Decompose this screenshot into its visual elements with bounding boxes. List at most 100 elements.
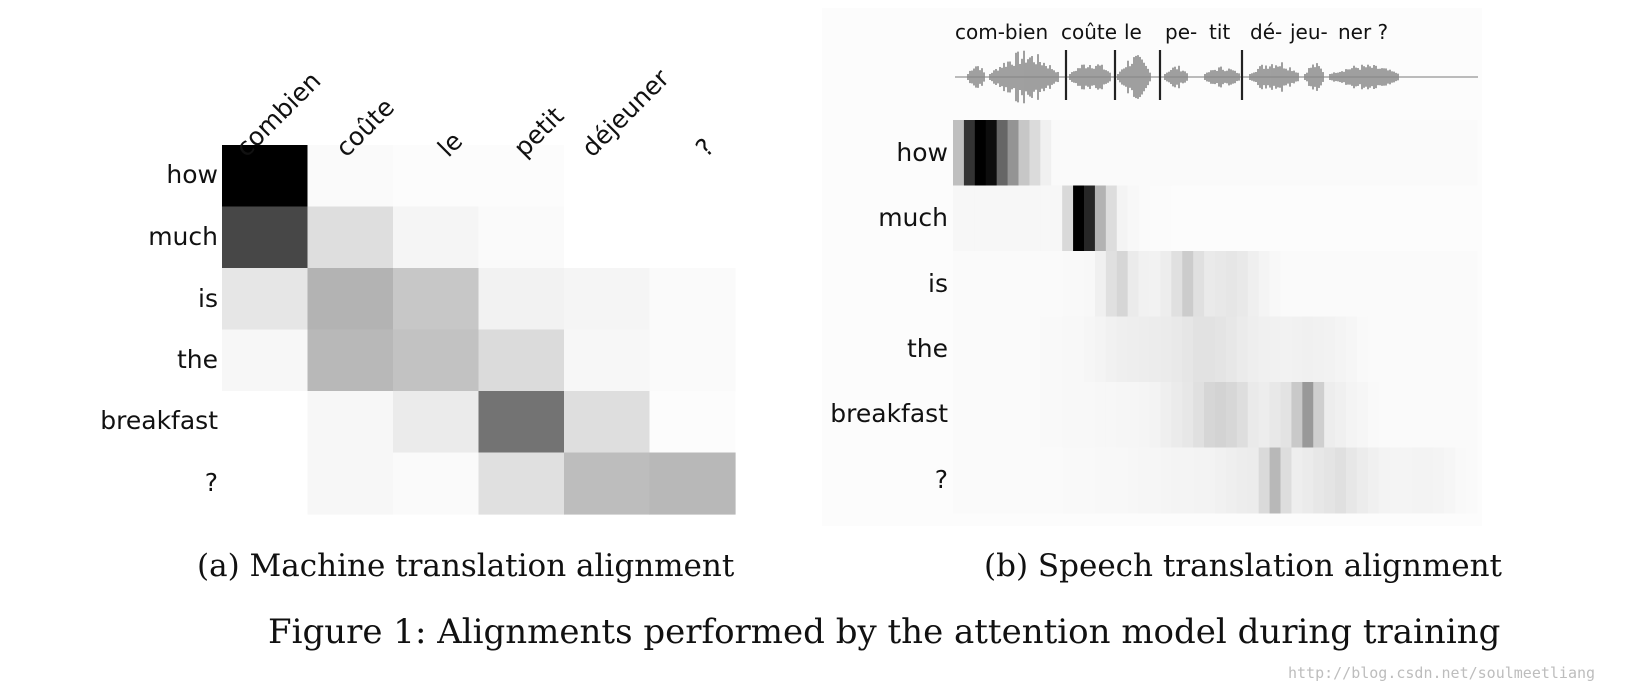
st-cell: [1007, 382, 1019, 448]
st-cell: [1378, 120, 1391, 186]
st-cell: [1313, 316, 1325, 383]
st-cell: [1422, 382, 1434, 448]
st-cell: [1084, 185, 1096, 252]
st-cell: [1127, 251, 1140, 317]
st-cell: [1400, 251, 1412, 317]
st-cell: [1313, 382, 1325, 448]
st-cell: [1204, 185, 1216, 252]
st-cell: [1040, 447, 1052, 514]
mt-cell: [564, 145, 651, 208]
st-cell: [1051, 382, 1063, 448]
st-cell: [1051, 316, 1063, 383]
st-cell: [1313, 185, 1325, 252]
st-cell: [1280, 316, 1292, 383]
st-cell: [1215, 447, 1227, 514]
st-cell: [1258, 251, 1271, 317]
st-cell: [1378, 382, 1391, 448]
st-cell: [1127, 316, 1140, 383]
st-cell: [1367, 120, 1380, 186]
figure-caption: Figure 1: Alignments performed by the at…: [268, 612, 1501, 652]
st-cell: [1466, 185, 1478, 252]
st-cell: [1455, 447, 1467, 514]
st-cell: [1433, 382, 1445, 448]
st-cell: [1018, 251, 1030, 317]
st-cell: [1411, 382, 1423, 448]
st-cell: [1356, 447, 1369, 514]
st-cell: [953, 316, 965, 383]
st-cell: [1029, 447, 1041, 514]
st-cell: [1116, 120, 1129, 186]
st-cell: [1313, 251, 1325, 317]
st-cell: [1313, 120, 1325, 186]
st-cell: [1466, 120, 1478, 186]
st-cell: [1127, 447, 1140, 514]
st-cell: [1324, 185, 1336, 252]
st-cell: [1302, 316, 1314, 383]
st-cell: [1236, 447, 1249, 514]
st-cell: [974, 185, 987, 252]
st-cell: [1356, 185, 1369, 252]
mt-cell: [478, 391, 565, 454]
st-cell: [1105, 316, 1118, 383]
st-cell: [1193, 120, 1205, 186]
st-cell: [1258, 447, 1271, 514]
st-cell: [1258, 382, 1271, 448]
st-cell: [1389, 447, 1402, 514]
st-cell: [1411, 251, 1423, 317]
st-cell: [1215, 120, 1227, 186]
st-cell: [1084, 447, 1096, 514]
mt-cell: [393, 452, 480, 515]
mt-row-label: breakfast: [100, 406, 218, 435]
st-row-label: is: [928, 269, 948, 298]
st-cell: [1247, 185, 1260, 252]
st-segment-label: pe-: [1165, 20, 1198, 44]
st-cell: [1346, 251, 1358, 317]
st-cell: [1247, 251, 1260, 317]
st-cell: [1225, 447, 1238, 514]
st-cell: [974, 251, 987, 317]
st-row-label: how: [896, 138, 948, 167]
st-cell: [1346, 382, 1358, 448]
st-cell: [1149, 316, 1161, 383]
st-cell: [1094, 382, 1107, 448]
st-cell: [1335, 185, 1347, 252]
st-cell: [1455, 382, 1467, 448]
st-cell: [1236, 185, 1249, 252]
st-cell: [1084, 120, 1096, 186]
mt-cell: [307, 452, 394, 515]
st-cell: [1116, 185, 1129, 252]
st-cell: [974, 316, 987, 383]
st-cell: [1367, 251, 1380, 317]
mt-cell: [393, 329, 480, 392]
st-cell: [953, 251, 965, 317]
st-cell: [1269, 185, 1281, 252]
st-cell: [1138, 382, 1150, 448]
st-cell: [1400, 120, 1412, 186]
mt-cell: [307, 145, 394, 208]
st-cell: [1236, 120, 1249, 186]
st-cell: [1433, 316, 1445, 383]
st-cell: [1247, 447, 1260, 514]
st-segment-label: tit: [1209, 20, 1231, 44]
st-cell: [1225, 185, 1238, 252]
st-cell: [1444, 120, 1456, 186]
st-cell: [1149, 120, 1161, 186]
st-cell: [1400, 447, 1412, 514]
st-subcaption: (b) Speech translation alignment: [984, 548, 1503, 584]
st-cell: [963, 382, 976, 448]
st-cell: [1007, 447, 1019, 514]
mt-cell: [393, 268, 480, 331]
st-cell: [1291, 316, 1303, 383]
st-cell: [1324, 382, 1336, 448]
st-cell: [1411, 120, 1423, 186]
st-cell: [1335, 251, 1347, 317]
st-cell: [1378, 447, 1391, 514]
mt-cell: [564, 391, 651, 454]
st-cell: [1378, 185, 1391, 252]
st-cell: [1160, 382, 1172, 448]
st-cell: [1302, 120, 1314, 186]
st-cell: [1455, 251, 1467, 317]
mt-cell: [649, 452, 736, 515]
st-cell: [1160, 185, 1172, 252]
mt-cell: [564, 206, 651, 269]
